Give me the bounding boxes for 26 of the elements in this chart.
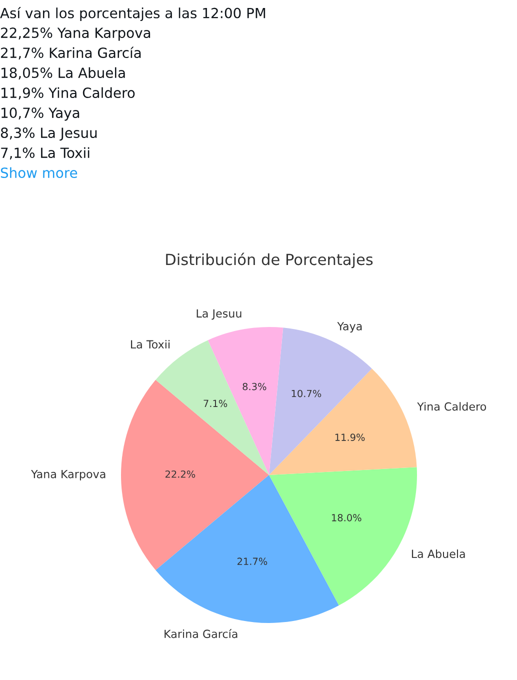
text: 8,3% La Jesuu [0,128,97,141]
data-label: 11.9% [335,434,365,441]
text: 22,25% Yana Karpova [1,28,150,41]
chart-title: Distribución de Porcentajes [166,252,373,268]
pie-slice [121,380,269,570]
slice-label: La Jesuu [196,309,242,320]
text: 10,7% Yaya [2,108,80,121]
text: 7,1% La Toxii [1,147,90,160]
text: 11,9% Yina Caldero [2,87,135,100]
text: 21,7% Karina García [1,46,141,60]
slice-label: Yina Caldero [417,402,486,411]
pie-slice [269,368,417,475]
data-label: 7.1% [204,400,228,408]
slice-label: La Abuela [412,549,465,558]
text: Show more [0,167,78,178]
slice-label: Karina García [164,629,238,638]
data-label: 21.7% [237,558,268,566]
slice-label: Yana Karpova [31,470,106,480]
text: Así van los porcentajes a las 12:00 PM [0,7,266,21]
text: 18,05% La Abuela [2,67,125,80]
data-label: 22.2% [165,470,196,478]
data-label: 18.0% [332,514,362,522]
slice-label: La Toxii [131,340,170,349]
data-label: 8.3% [242,382,266,390]
data-label: 10.7% [292,390,322,398]
slice-label: Yaya [337,322,362,333]
